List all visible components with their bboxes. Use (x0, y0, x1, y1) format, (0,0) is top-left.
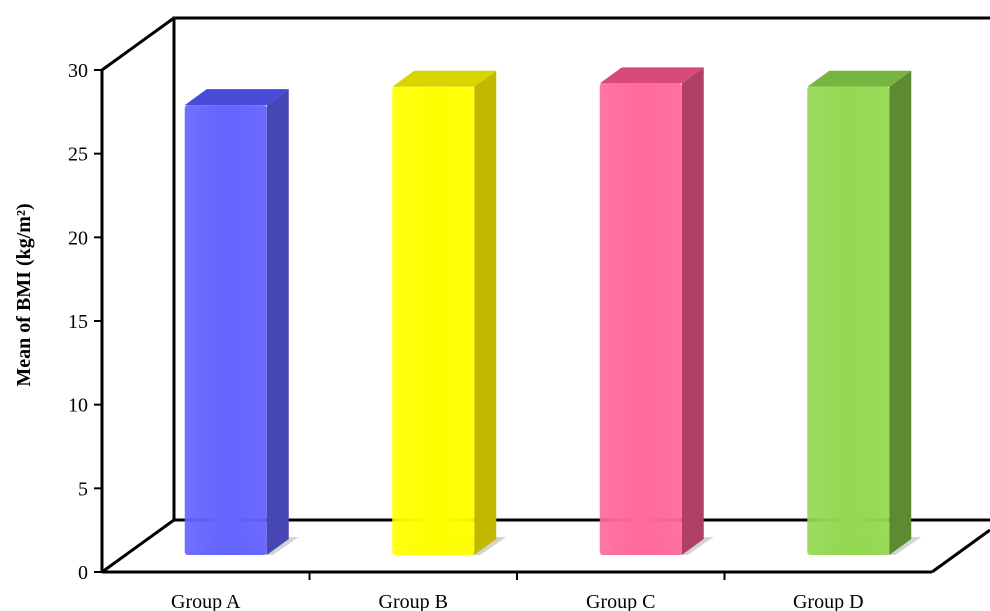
x-category-label: Group D (793, 591, 864, 611)
y-tick-label: 20 (68, 227, 88, 249)
bar-group-d (807, 70, 922, 556)
y-tick-label: 5 (78, 478, 88, 500)
bar-top-face (599, 67, 704, 84)
left-wall-edge (101, 16, 175, 72)
bar-front-face (599, 83, 682, 555)
bar-front-face (392, 86, 475, 556)
floor-left-edge (101, 518, 175, 574)
bar-side-face (681, 67, 704, 555)
floor-right-edge (931, 528, 990, 574)
x-category-label: Group A (171, 591, 241, 611)
x-category-label: Group B (379, 591, 448, 611)
bar-side-face (266, 89, 289, 555)
bar-top-face (392, 70, 497, 87)
bar-top-face (184, 89, 289, 106)
y-axis-ticks: 0 5 10 15 20 25 30 (68, 60, 102, 584)
bar-side-face (889, 70, 912, 556)
x-axis-ticks: Group A Group B Group C Group D (171, 572, 864, 611)
bar-group-a (184, 89, 299, 555)
bars-group (184, 67, 922, 556)
x-category-label: Group C (586, 591, 655, 611)
bar-top-face (807, 70, 912, 87)
bar-front-face (807, 86, 890, 556)
bar-group-b (392, 70, 507, 556)
bar-front-face (184, 105, 267, 555)
y-tick-label: 15 (68, 311, 88, 333)
y-axis-label: Mean of BMI (kg/m²) (13, 203, 35, 386)
y-tick-label: 25 (68, 144, 88, 166)
bar-group-c (599, 67, 714, 555)
y-tick-label: 10 (68, 395, 88, 417)
y-tick-label: 30 (68, 60, 88, 82)
bar-side-face (474, 70, 497, 556)
y-tick-label: 0 (78, 562, 88, 584)
